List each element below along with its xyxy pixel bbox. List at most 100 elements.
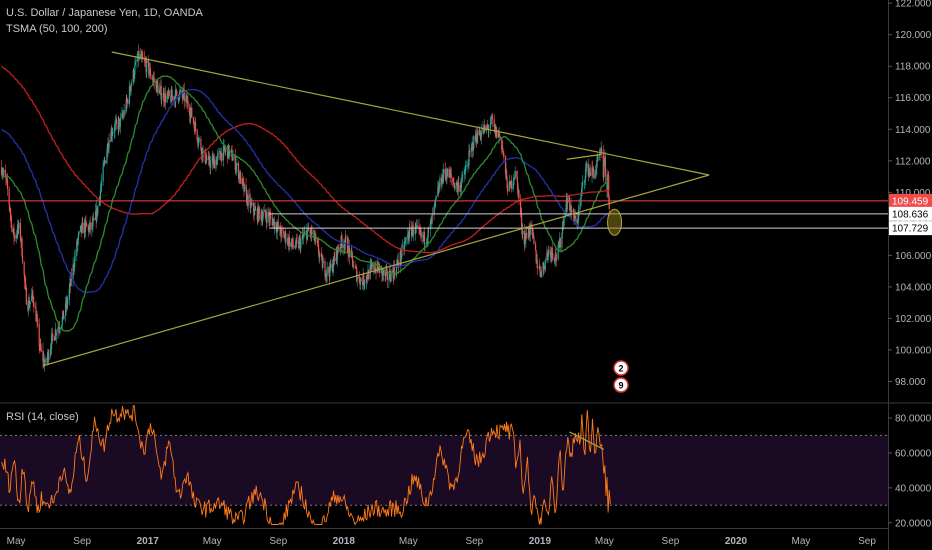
chart-title: U.S. Dollar / Japanese Yen, 1D, OANDA <box>6 7 203 19</box>
candle-body <box>262 211 264 217</box>
candle-body <box>151 76 153 80</box>
candle-body <box>268 212 270 217</box>
candle-body <box>142 57 144 59</box>
candle-body <box>52 333 54 337</box>
candle-body <box>360 278 362 282</box>
candle-body <box>166 96 168 103</box>
candle-body <box>443 168 445 178</box>
candle-body <box>28 304 31 308</box>
candle-body <box>251 202 253 205</box>
candle-body <box>5 176 7 179</box>
candle-body <box>359 278 362 285</box>
rsi-indicator-label[interactable]: RSI (14, close) <box>6 411 79 423</box>
candle-body <box>216 158 218 165</box>
candle-body <box>584 169 587 180</box>
candle-body <box>469 151 471 152</box>
time-axis-tick-label: Sep <box>465 536 483 547</box>
candle-body <box>468 150 471 152</box>
time-axis-tick-label: May <box>595 536 614 547</box>
candle-body <box>412 225 414 235</box>
candle-body <box>403 243 406 250</box>
candle-body <box>442 174 444 184</box>
candle-body <box>487 126 489 128</box>
candle-body <box>555 258 558 260</box>
tsma-indicator-label[interactable]: TSMA (50, 100, 200) <box>6 23 108 35</box>
candle-body <box>205 159 207 163</box>
candle-body <box>57 327 59 334</box>
candle-body <box>272 220 274 226</box>
candle-body <box>472 148 474 152</box>
candle-body <box>332 266 334 272</box>
event-badge[interactable]: 9 <box>613 377 629 393</box>
candle-body <box>127 99 129 104</box>
candle-body <box>17 224 19 235</box>
candle-body <box>280 228 283 237</box>
candle-body <box>54 338 56 341</box>
time-axis-tick-label: 2019 <box>529 536 552 547</box>
candle-body <box>577 210 580 220</box>
candle-body <box>431 215 434 216</box>
time-axis-tick-label: Sep <box>662 536 680 547</box>
candle-body <box>55 333 58 336</box>
candle-body <box>295 239 298 241</box>
candle-body <box>207 156 210 161</box>
candle-body <box>426 241 428 244</box>
candle-body <box>144 60 146 62</box>
candle-body <box>349 249 351 257</box>
candle-body <box>317 242 319 245</box>
candle-body <box>434 199 436 204</box>
candle-body <box>423 231 425 245</box>
candle-body <box>285 232 287 243</box>
candle-body <box>458 182 460 193</box>
candle-body <box>567 194 569 203</box>
candle-body <box>513 178 515 179</box>
candle-body <box>438 186 440 193</box>
candle-body <box>236 163 238 166</box>
candle-body <box>550 253 552 258</box>
candle-body <box>133 74 135 79</box>
candle-body <box>529 234 531 236</box>
candle-body <box>43 357 45 366</box>
candle-body <box>346 238 349 253</box>
price-axis-tick-label: 118.000 <box>895 62 931 73</box>
candle-body <box>593 172 595 178</box>
time-axis-tick-label: May <box>203 536 222 547</box>
candle-body <box>371 263 373 268</box>
candle-body <box>461 175 463 182</box>
event-badge[interactable]: 2 <box>613 360 629 376</box>
candle-body <box>254 208 256 210</box>
candle-body <box>252 202 255 213</box>
candle-body <box>68 288 70 300</box>
candle-body <box>480 131 482 138</box>
candle-body <box>574 215 576 219</box>
candle-body <box>29 301 31 305</box>
candle-body <box>50 335 53 350</box>
trendline <box>42 174 710 367</box>
candle-body <box>179 91 181 93</box>
candle-body <box>386 270 388 271</box>
candle-body <box>595 170 597 178</box>
candle-body <box>216 154 219 159</box>
candle-body <box>198 139 200 143</box>
candle-body <box>363 273 365 285</box>
candle-body <box>119 117 121 128</box>
candle-body <box>316 238 319 243</box>
candle-body <box>348 244 350 256</box>
time-axis-tick-label: 2020 <box>725 536 748 547</box>
candle-body <box>125 98 127 111</box>
candle-body <box>161 97 163 101</box>
candle-body <box>114 124 116 131</box>
rsi-axis-tick-label: 40.0000 <box>895 483 932 494</box>
price-axis-tick-label: 98.000 <box>895 377 926 388</box>
candle-body <box>153 78 155 82</box>
candle-body <box>217 152 219 155</box>
candle-body <box>322 262 324 268</box>
candle-body <box>213 158 215 169</box>
candle-body <box>78 231 80 235</box>
candle-body <box>106 150 108 164</box>
candle-body <box>557 245 559 260</box>
candle-body <box>197 139 199 143</box>
candle-body <box>344 236 347 244</box>
candle-body <box>355 267 357 268</box>
